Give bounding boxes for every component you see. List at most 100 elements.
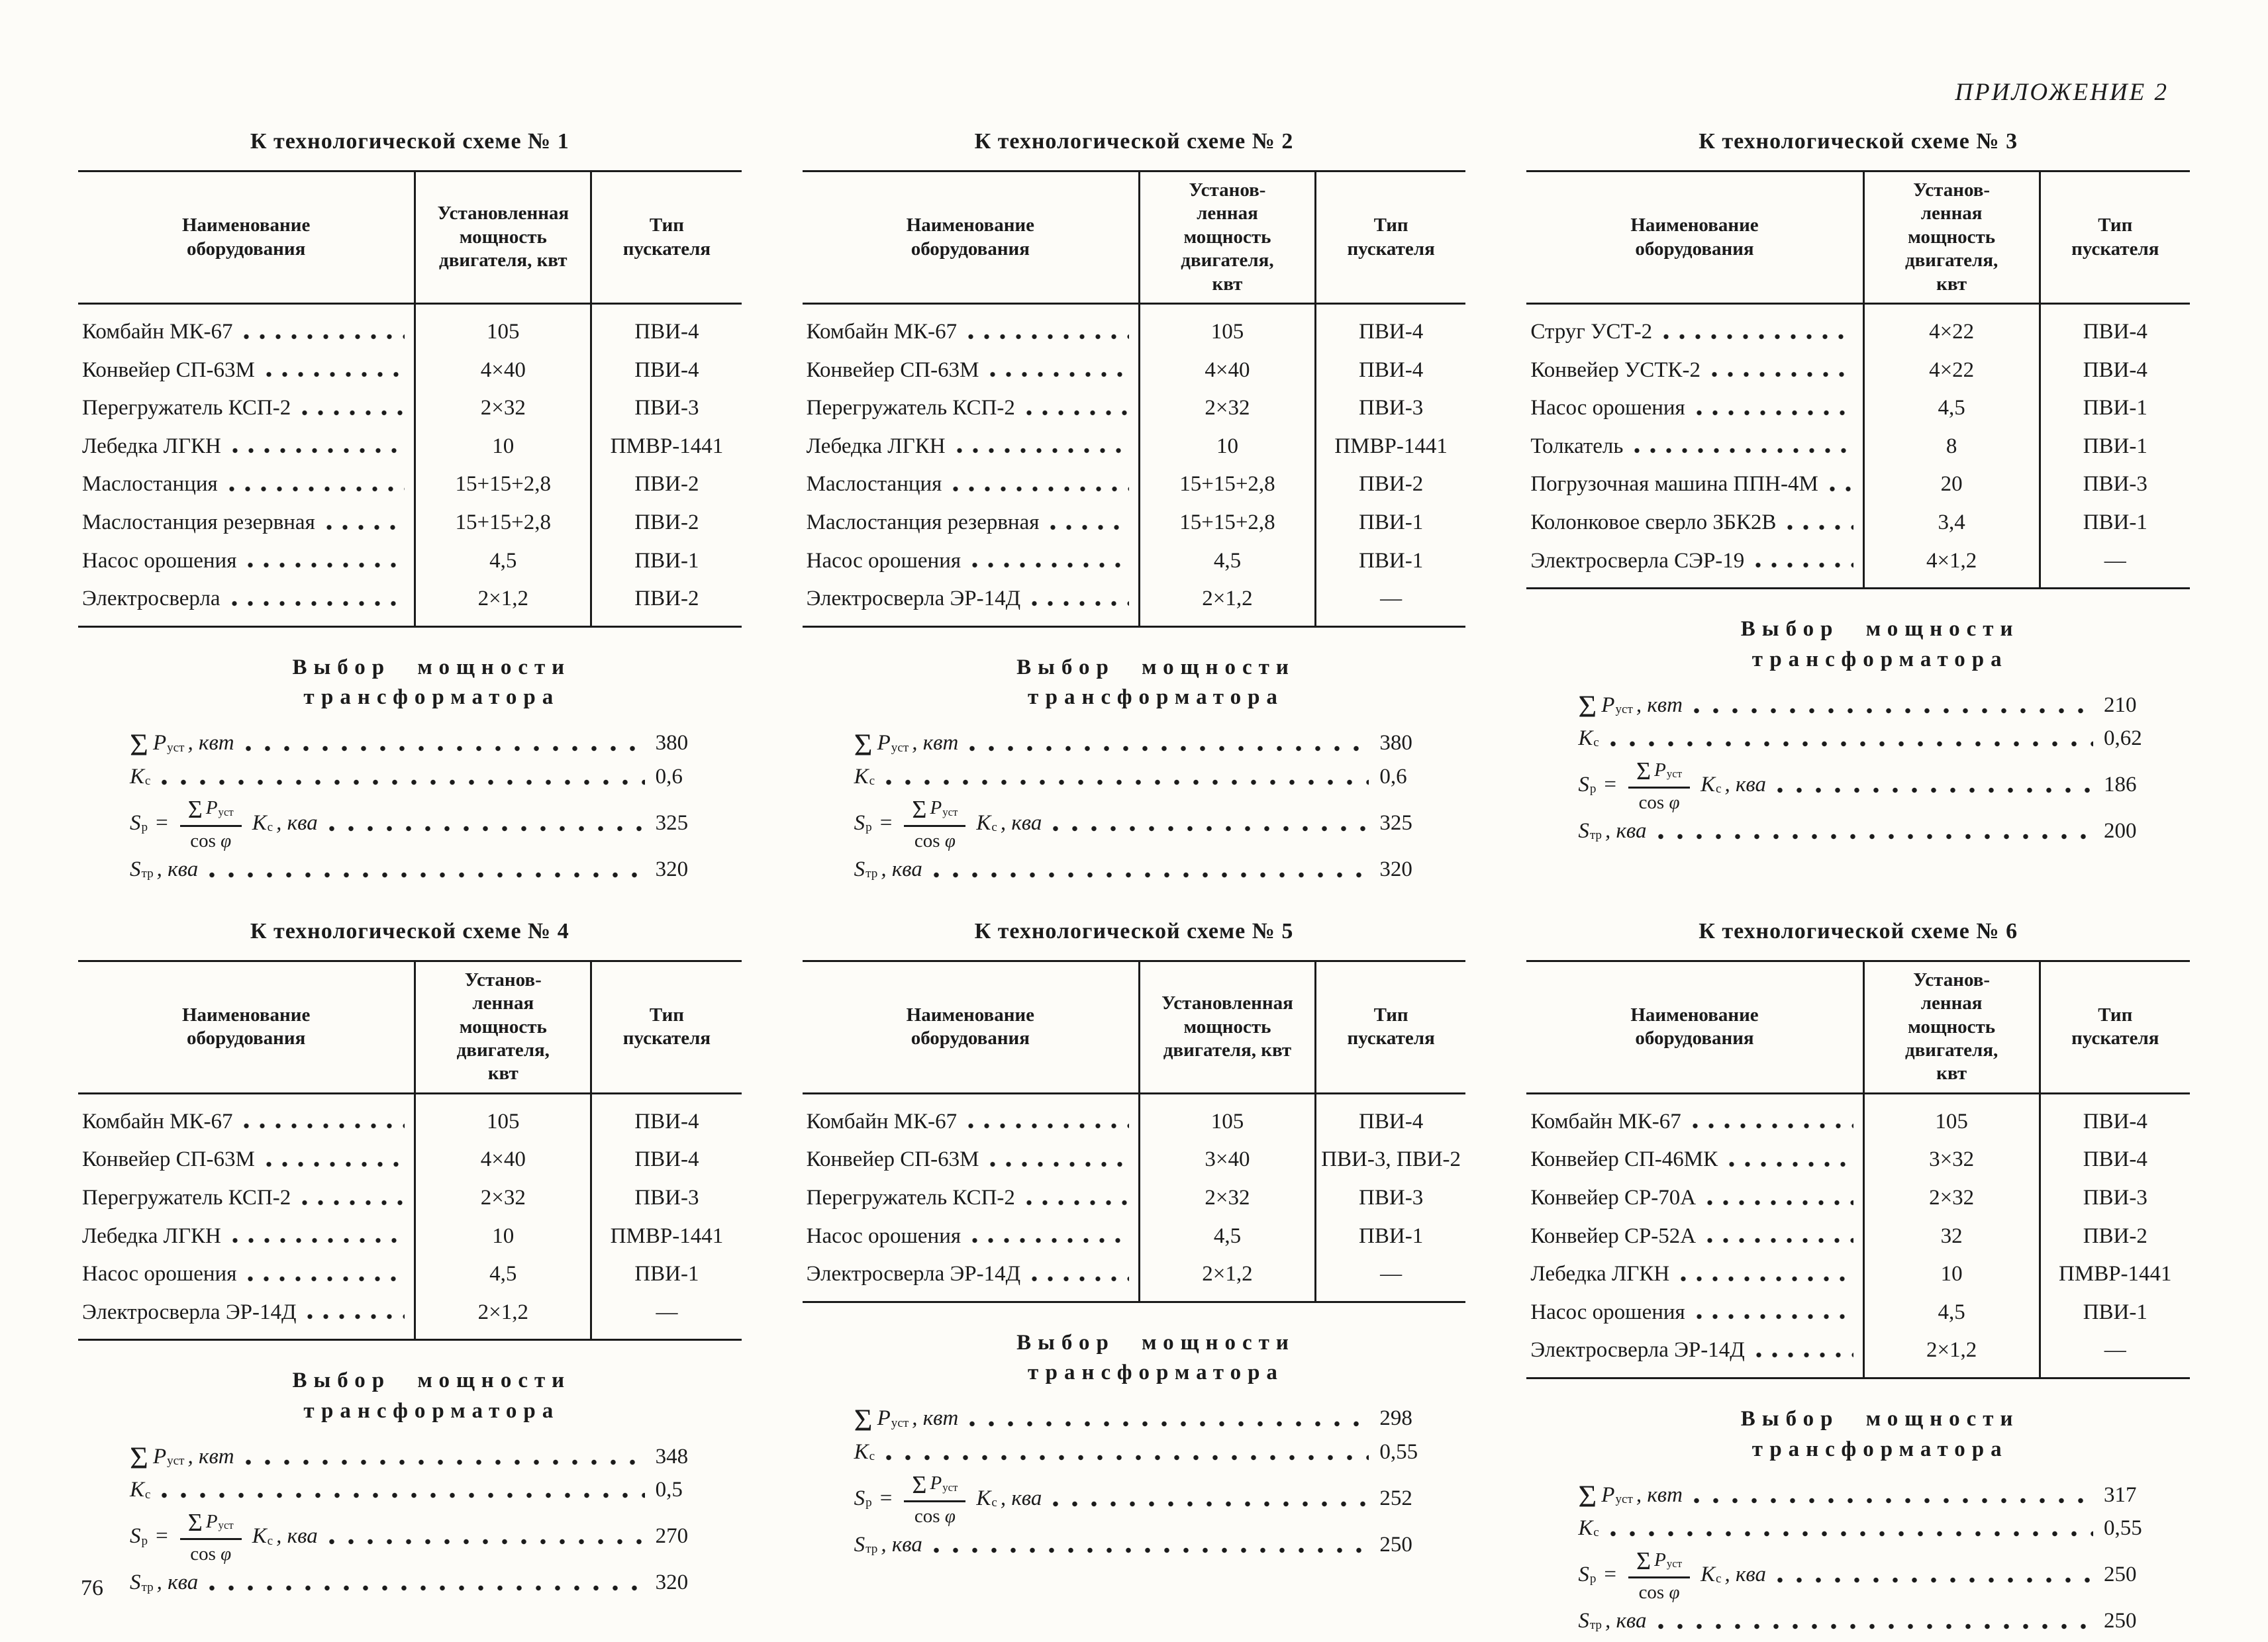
p-variable: P <box>152 1444 167 1469</box>
sigma-symbol: Σ <box>130 1441 148 1476</box>
motor-power-cell: 4×40 <box>414 351 591 390</box>
kc-subscript: с <box>267 820 273 834</box>
name-wrap: Маслостанция резервная <box>807 510 1134 536</box>
cos-label: cos <box>914 1505 940 1527</box>
equipment-name: Перегружатель КСП-2 <box>82 1186 291 1210</box>
equipment-name-cell: Электросверла ЭР-14Д <box>803 1255 1140 1302</box>
sum-power-value: 317 <box>2104 1482 2137 1507</box>
starter-type-cell: ПВИ-4 <box>590 351 742 390</box>
name-wrap: Конвейер СП-63М <box>807 1147 1134 1173</box>
dot-leader <box>209 1584 645 1592</box>
equipment-name: Маслостанция резервная <box>82 510 315 534</box>
equipment-name-cell: Маслостанция резервная <box>78 504 415 542</box>
p-subscript: уст <box>218 805 234 818</box>
starter-type-cell: ПВИ-4 <box>2038 1093 2190 1141</box>
equipment-name-cell: Электросверла ЭР-14Д <box>1526 1331 1863 1378</box>
phi-symbol: φ <box>215 830 232 851</box>
equipment-table: Наименование оборудования Установ- ленна… <box>802 170 1466 628</box>
dot-leader <box>989 371 1129 379</box>
equipment-name-cell: Насос орошения <box>803 1218 1140 1256</box>
equipment-name: Лебедка ЛГКН <box>806 434 946 458</box>
name-wrap: Комбайн МК-67 <box>82 1109 410 1135</box>
starter-type-cell: ПВИ-1 <box>1314 503 1466 542</box>
col-header-name: Наименование оборудования <box>802 171 1140 305</box>
starter-type-cell: ПВИ-1 <box>590 1255 742 1294</box>
str-variable: S <box>854 1532 865 1557</box>
col-header-starter: Тип пускателя <box>1314 961 1466 1094</box>
name-wrap: Конвейер СР-52А <box>1530 1224 1858 1250</box>
dot-leader <box>244 1458 645 1466</box>
starter-type-cell: ПВИ-4 <box>2038 1141 2190 1179</box>
dot-leader <box>1609 1530 2093 1538</box>
dot-leader <box>265 1161 405 1168</box>
sp-subscript: р <box>1589 1572 1597 1586</box>
name-wrap: Лебедка ЛГКН <box>82 1224 410 1250</box>
motor-power-cell: 105 <box>1138 303 1316 352</box>
dot-leader <box>969 745 1369 753</box>
dot-leader <box>885 1453 1369 1461</box>
motor-power-cell: 10 <box>414 1217 591 1256</box>
equipment-name-cell: Колонковое сверло ЗБК2В <box>1526 504 1863 542</box>
p-subscript: уст <box>1615 1492 1633 1506</box>
kva-unit: , ква <box>1604 819 1647 844</box>
starter-type-cell: ПМВР-1441 <box>590 1217 742 1256</box>
equipment-name-cell: Перегружатель КСП-2 <box>78 389 415 428</box>
scheme-block: К технологической схеме № 5 Наименование… <box>802 919 1466 1563</box>
p-subscript: уст <box>1666 767 1683 781</box>
motor-power-cell: 2×32 <box>1138 1179 1316 1218</box>
equipment-name-cell: Конвейер СП-63М <box>78 1141 415 1179</box>
equipment-name: Насос орошения <box>806 1224 961 1248</box>
kva-unit: , ква <box>156 857 199 881</box>
kvt-unit: , квт <box>912 1406 959 1431</box>
equipment-name-cell: Конвейер СП-46МК <box>1526 1141 1863 1179</box>
motor-power-cell: 4×22 <box>1862 303 2040 352</box>
dot-leader <box>301 409 405 416</box>
dot-leader <box>1052 1500 1369 1508</box>
kva-unit: , ква <box>1724 773 1767 797</box>
page-number: 76 <box>81 1576 103 1600</box>
dot-leader <box>1693 1496 2093 1504</box>
sigma-symbol: Σ <box>187 795 203 824</box>
sp-variable: S <box>854 810 865 835</box>
kc-variable: К <box>976 1486 991 1510</box>
equipment-name-cell: Комбайн МК-67 <box>78 304 415 352</box>
equipment-row: Конвейер СП-46МК 3×32 ПВИ-4 <box>1526 1141 2190 1179</box>
equipment-name: Лебедка ЛГКН <box>82 434 221 458</box>
equipment-row: Электросверла ЭР-14Д 2×1,2— <box>78 1293 742 1340</box>
equipment-name-cell: Насос орошения <box>1526 389 1863 428</box>
dot-leader <box>1657 1623 2093 1631</box>
scheme-block: К технологической схеме № 1 Наименование… <box>78 129 742 887</box>
dot-leader <box>307 1313 405 1321</box>
name-wrap: Струг УСТ-2 <box>1530 319 1858 346</box>
col-header-power: Установ- ленная мощность двигателя, квт <box>1862 171 2040 305</box>
kc-variable: К <box>854 764 869 789</box>
starter-type-cell: ПВИ-4 <box>1314 351 1466 390</box>
kc-subscript: с <box>144 774 151 788</box>
col-header-starter: Тип пускателя <box>590 961 742 1094</box>
col-header-power: Установ- ленная мощность двигателя, квт <box>414 961 591 1094</box>
name-wrap: Лебедка ЛГКН <box>1530 1261 1858 1288</box>
starter-type-cell: ПВИ-2 <box>1314 465 1466 504</box>
name-wrap: Насос орошения <box>82 548 410 575</box>
dot-leader <box>1050 523 1129 531</box>
sum-power-value: 298 <box>1379 1406 1412 1431</box>
equipment-name-cell: Конвейер СР-70А <box>1526 1179 1863 1218</box>
equipment-row: Конвейер СП-63М 4×40 ПВИ-4 <box>803 351 1466 390</box>
dot-leader <box>885 778 1369 786</box>
sigma-symbol: Σ <box>187 1509 203 1537</box>
sum-power-value: 380 <box>1379 731 1412 755</box>
equals-sign: = <box>879 1486 893 1510</box>
sp-variable: S <box>130 1524 141 1549</box>
